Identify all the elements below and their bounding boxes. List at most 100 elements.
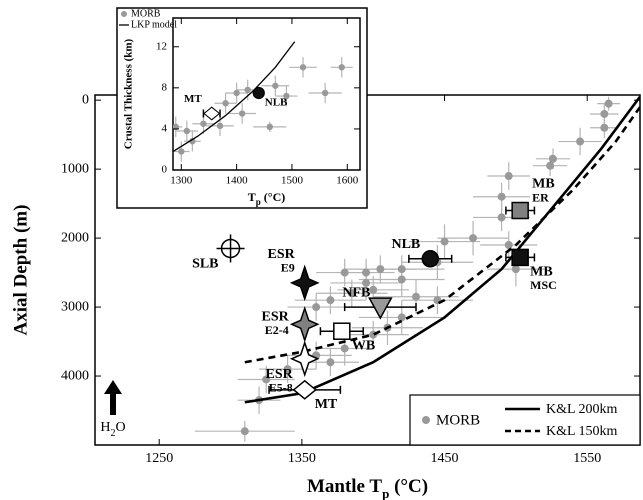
marker-part [289,305,320,343]
marker-part [511,201,529,220]
morb-point [240,427,249,436]
sample-label: ESR [267,247,295,262]
sample-marker [421,250,440,268]
morb-point [262,375,271,384]
morb-point [604,99,613,108]
morb-point [222,100,229,107]
x-tick-label: 1550 [573,451,601,466]
sample-label: MT [315,397,338,412]
x-tick-label: 1300 [170,175,193,187]
h2o-label-part: 2 [111,428,116,439]
x-axis-label: Tp (°C) [248,190,286,207]
morb-point [266,123,274,131]
morb-point [312,303,321,312]
legend-label: LKP model [131,19,177,30]
morb-point [469,234,478,243]
morb-point [183,127,191,135]
h2o-label-part: H [100,420,110,435]
sample-marker [203,106,221,121]
sample-label: NLB [265,97,288,109]
x-tick-label: 1250 [145,451,173,466]
sample-marker [289,264,320,302]
sample-label: WB [352,338,375,353]
y-tick-label: 3000 [61,299,89,314]
morb-point [497,213,506,222]
morb-point [397,275,406,284]
morb-point [338,64,345,71]
x-axis-label-part: T [248,190,256,204]
h2o-label: H2O [100,420,125,439]
x-tick-label: 1350 [288,451,316,466]
sample-marker [333,322,351,340]
morb-point [504,241,513,249]
morb-point [340,268,349,277]
morb-point [600,123,609,132]
legend-label: MORB [436,412,480,428]
morb-point [233,89,240,97]
sample-marker [289,340,320,378]
legend-marker [422,416,430,424]
y-tick-label: 12 [156,40,167,52]
marker-part [368,297,393,320]
sample-label: MB [530,265,553,280]
x-axis-label-part: p [382,486,389,500]
sample-marker [292,379,317,400]
sample-marker [511,248,529,267]
morb-point [511,265,520,274]
x-axis-label: Mantle Tp (°C) [307,476,428,500]
morb-point [504,172,513,181]
morb-point [362,268,371,277]
plot-area [194,95,640,442]
morb-point [548,154,557,163]
y-tick-label: 1000 [61,161,89,176]
sample-label: MSC [530,278,557,292]
morb-point [376,265,385,274]
sample-label: NFB [342,285,370,300]
morb-point [369,285,378,294]
y-tick-label: 0 [162,164,168,176]
x-axis-label-part: Mantle T [307,476,382,497]
morb-point [600,109,609,118]
sample-label: MB [532,177,555,192]
y-tick-label: 4000 [61,368,89,383]
marker-part [252,86,265,100]
legend-label: MORB [131,8,161,19]
sample-label: ESR [265,367,293,382]
morb-point [546,161,555,170]
marker-part [289,264,320,302]
plot-frame [172,17,361,171]
x-tick-label: 1400 [226,175,249,187]
morb-point [216,122,224,130]
morb-point [299,64,307,71]
y-tick-label: 2000 [61,230,89,245]
x-axis-label-part: (°C) [261,190,285,204]
morb-point [412,292,421,301]
morb-point [326,296,335,305]
sample-label: NLB [391,237,420,252]
marker-part [292,379,317,400]
morb-point [347,289,356,298]
model-line [244,106,640,364]
marker-part [511,248,529,267]
plot-area [173,41,353,162]
sample-label: E2-4 [265,323,289,337]
h2o-label-part: O [116,420,126,435]
morb-point [200,120,207,127]
morb-point [397,313,406,322]
sample-label: ER [532,190,549,204]
morb-point [440,237,449,246]
morb-point [340,344,349,353]
sample-label: E5-8 [269,381,293,395]
sample-label: MT [184,93,202,105]
sample-marker [289,305,320,343]
sample-marker [216,234,245,263]
h2o-arrow [104,380,122,415]
morb-point [326,358,335,367]
legend-box [409,394,641,446]
x-axis-label-part: (°C) [389,476,428,497]
y-axis-label: Axial Depth (m) [10,205,31,336]
morb-point [283,92,290,100]
morb-point [272,82,279,89]
morb-point [397,265,406,274]
